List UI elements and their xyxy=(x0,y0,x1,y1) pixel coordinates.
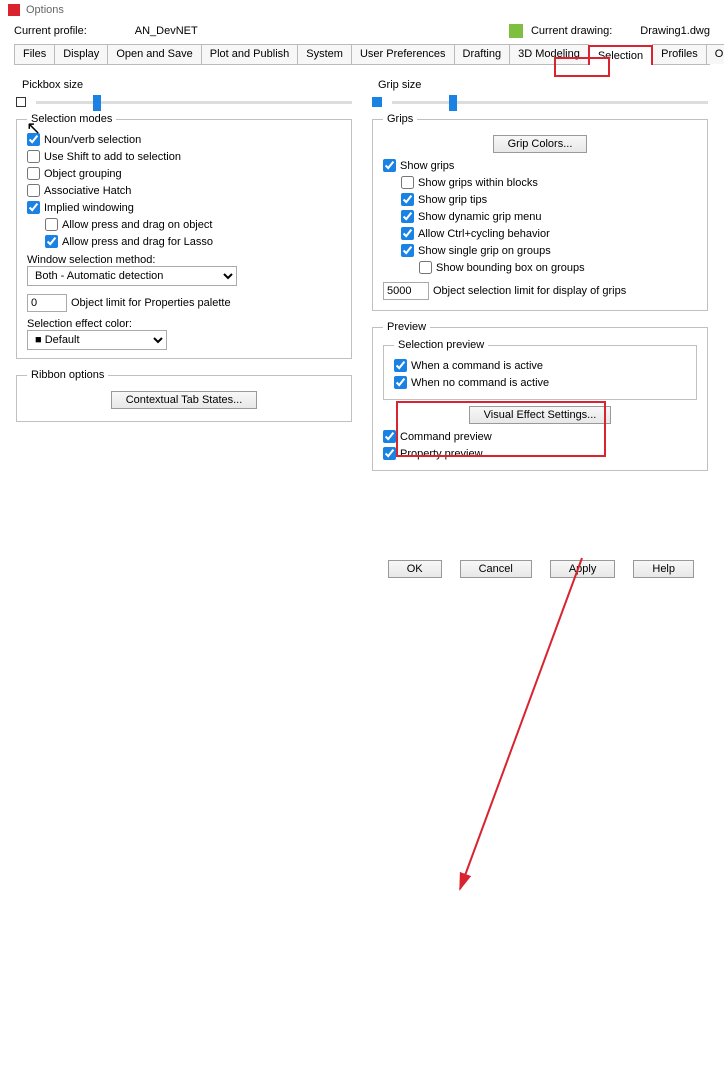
obj-limit-input[interactable] xyxy=(27,294,67,312)
tab-drafting[interactable]: Drafting xyxy=(454,44,511,64)
bbox-groups-checkbox[interactable] xyxy=(419,261,432,274)
effect-color-select[interactable]: ■ Default xyxy=(27,330,167,350)
grips-group: Grips Grip Colors... Show grips Show gri… xyxy=(372,113,708,311)
shift-add-checkbox[interactable] xyxy=(27,150,40,163)
tab-profiles[interactable]: Profiles xyxy=(652,44,707,64)
app-icon xyxy=(8,4,20,16)
effect-color-label: Selection effect color: xyxy=(27,318,341,330)
when-no-cmd-checkbox[interactable] xyxy=(394,376,407,389)
ctrl-cycling-checkbox[interactable] xyxy=(401,227,414,240)
selection-preview-legend: Selection preview xyxy=(394,339,488,351)
dynamic-grip-menu-checkbox[interactable] xyxy=(401,210,414,223)
preview-legend: Preview xyxy=(383,321,430,333)
gripsize-slider[interactable] xyxy=(392,101,708,104)
drawing-label: Current drawing: xyxy=(531,25,612,37)
profile-label: Current profile: xyxy=(14,25,87,37)
grip-preview xyxy=(372,97,382,107)
tab-strip: FilesDisplayOpen and SavePlot and Publis… xyxy=(14,44,710,65)
press-drag-obj-checkbox[interactable] xyxy=(45,218,58,231)
options-dialog: Options Current profile: AN_DevNET Curre… xyxy=(0,0,724,584)
press-drag-lasso-checkbox[interactable] xyxy=(45,235,58,248)
cancel-button[interactable]: Cancel xyxy=(460,560,532,578)
selection-modes-group: Selection modes Noun/verb selection Use … xyxy=(16,113,352,359)
drawing-value: Drawing1.dwg xyxy=(640,25,710,37)
tab-online[interactable]: Online xyxy=(706,44,724,64)
pickbox-preview xyxy=(16,97,26,107)
cursor-icon: ↖ xyxy=(26,118,41,139)
grip-obj-limit-input[interactable] xyxy=(383,282,429,300)
dialog-buttons: OK Cancel Apply Help xyxy=(388,560,694,578)
profile-value: AN_DevNET xyxy=(135,25,198,37)
assoc-hatch-checkbox[interactable] xyxy=(27,184,40,197)
ribbon-options-group: Ribbon options Contextual Tab States... xyxy=(16,369,352,422)
visual-effect-settings-button[interactable]: Visual Effect Settings... xyxy=(469,406,612,424)
object-grouping-checkbox[interactable] xyxy=(27,167,40,180)
pickbox-slider[interactable] xyxy=(36,101,352,104)
selection-preview-group: Selection preview When a command is acti… xyxy=(383,339,697,400)
titlebar: Options xyxy=(0,0,724,20)
ribbon-legend: Ribbon options xyxy=(27,369,108,381)
tab-files[interactable]: Files xyxy=(14,44,55,64)
contextual-tab-states-button[interactable]: Contextual Tab States... xyxy=(111,391,258,409)
tab-selection[interactable]: Selection xyxy=(588,45,653,65)
pickbox-label: Pickbox size xyxy=(22,79,352,91)
grip-tips-checkbox[interactable] xyxy=(401,193,414,206)
tab-display[interactable]: Display xyxy=(54,44,108,64)
grips-legend: Grips xyxy=(383,113,417,125)
apply-button[interactable]: Apply xyxy=(550,560,616,578)
tab-system[interactable]: System xyxy=(297,44,352,64)
property-preview-checkbox[interactable] xyxy=(383,447,396,460)
when-cmd-active-checkbox[interactable] xyxy=(394,359,407,372)
ok-button[interactable]: OK xyxy=(388,560,442,578)
command-preview-checkbox[interactable] xyxy=(383,430,396,443)
window-method-label: Window selection method: xyxy=(27,254,341,266)
gripsize-label: Grip size xyxy=(378,79,708,91)
grips-within-blocks-checkbox[interactable] xyxy=(401,176,414,189)
tab-user-preferences[interactable]: User Preferences xyxy=(351,44,455,64)
window-method-select[interactable]: Both - Automatic detection xyxy=(27,266,237,286)
profile-row: Current profile: AN_DevNET Current drawi… xyxy=(0,20,724,44)
preview-group: Preview Selection preview When a command… xyxy=(372,321,708,471)
help-button[interactable]: Help xyxy=(633,560,694,578)
implied-window-checkbox[interactable] xyxy=(27,201,40,214)
grip-colors-button[interactable]: Grip Colors... xyxy=(493,135,588,153)
tab-plot-and-publish[interactable]: Plot and Publish xyxy=(201,44,299,64)
tab-open-and-save[interactable]: Open and Save xyxy=(107,44,201,64)
window-title: Options xyxy=(26,4,64,16)
drawing-icon xyxy=(509,24,523,38)
show-grips-checkbox[interactable] xyxy=(383,159,396,172)
tab-3d-modeling[interactable]: 3D Modeling xyxy=(509,44,589,64)
single-grip-groups-checkbox[interactable] xyxy=(401,244,414,257)
